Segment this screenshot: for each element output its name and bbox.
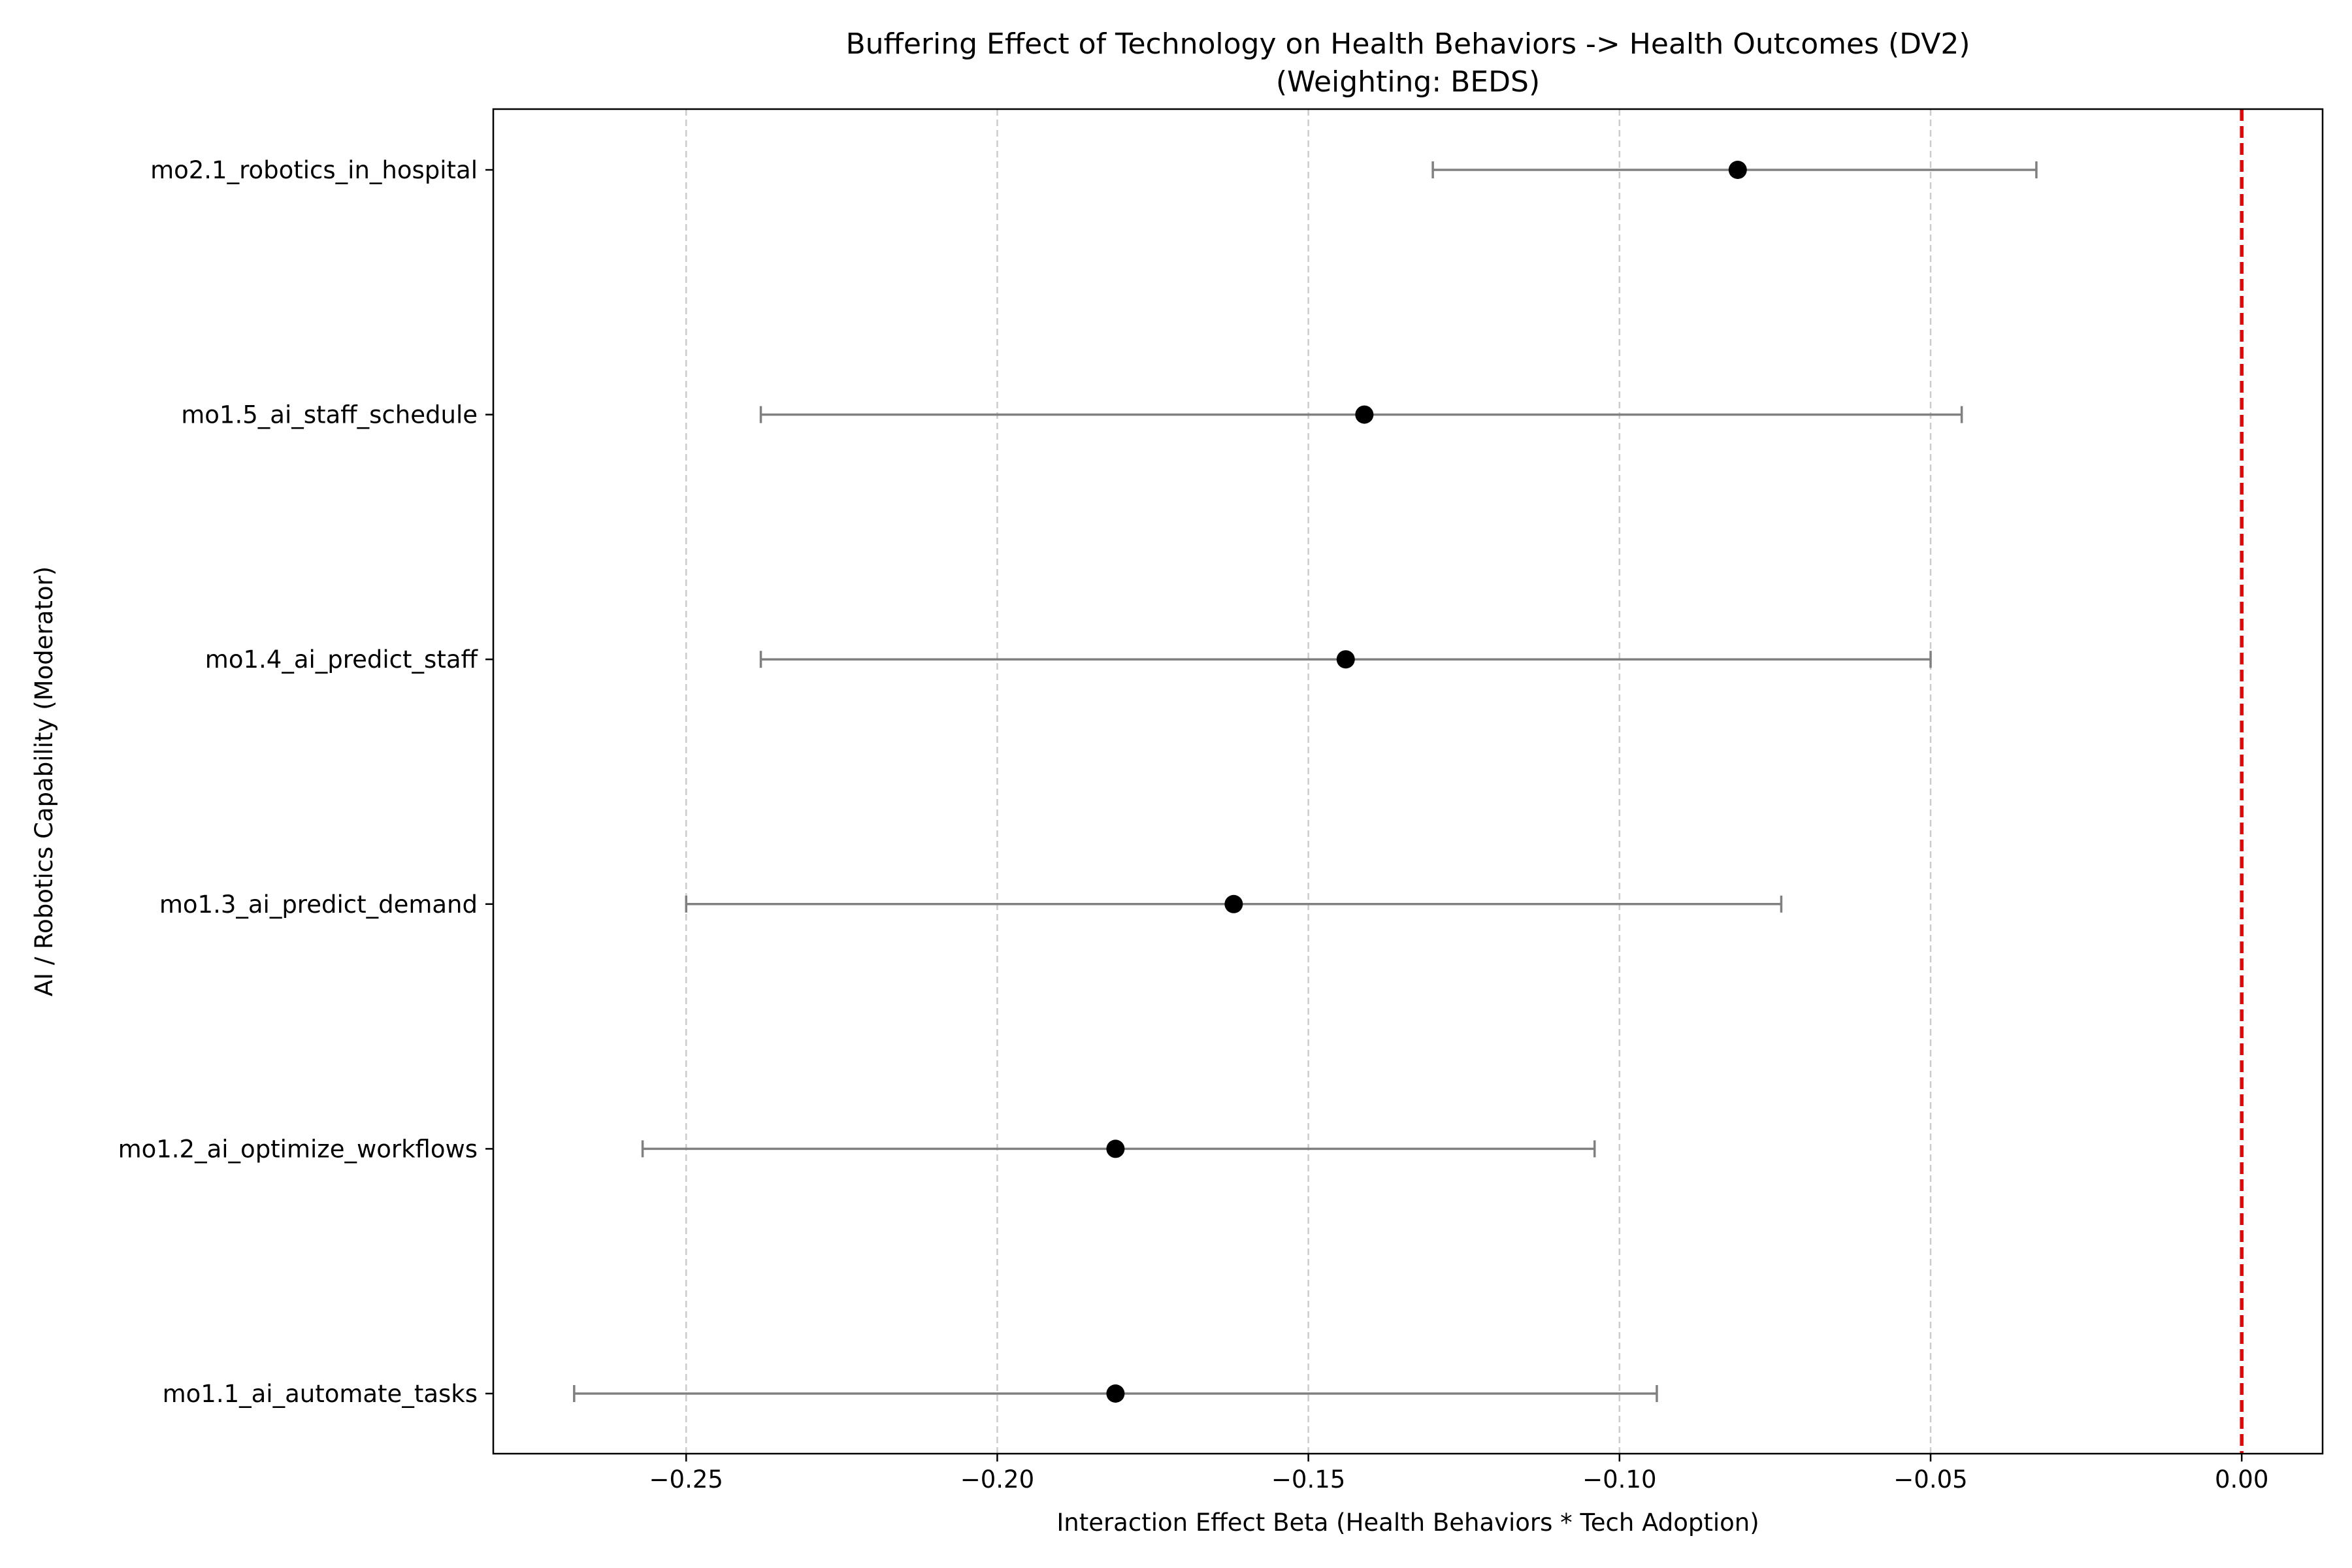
x-tick-label: −0.05 (1893, 1465, 1967, 1494)
y-tick-label: mo1.4_ai_predict_staff (205, 645, 479, 674)
x-tick-label: −0.20 (960, 1465, 1034, 1494)
x-axis-ticks: −0.25 −0.20 −0.15 −0.10 −0.05 0.00 (649, 1454, 2268, 1494)
chart-subtitle: (Weighting: BEDS) (1276, 65, 1540, 99)
grid-lines (685, 109, 1932, 1454)
x-tick-label: −0.10 (1582, 1465, 1656, 1494)
y-tick-label: mo1.1_ai_automate_tasks (163, 1380, 478, 1408)
data-point (1106, 1139, 1125, 1158)
y-tick-label: mo1.5_ai_staff_schedule (181, 401, 478, 429)
x-tick-label: −0.15 (1271, 1465, 1345, 1494)
y-tick-label: mo1.3_ai_predict_demand (159, 890, 478, 919)
x-tick-label: 0.00 (2215, 1465, 2268, 1494)
y-axis-label: AI / Robotics Capability (Moderator) (30, 566, 58, 996)
plot-area-frame (492, 108, 2324, 1455)
data-point (1106, 1384, 1125, 1403)
data-point (1728, 161, 1747, 179)
data-point (1224, 894, 1243, 913)
y-tick-label: mo1.2_ai_optimize_workflows (118, 1135, 478, 1163)
y-axis-ticks: mo2.1_robotics_in_hospital mo1.5_ai_staff… (118, 156, 493, 1408)
data-point (1336, 650, 1355, 669)
y-tick-label: mo2.1_robotics_in_hospital (150, 156, 478, 184)
x-axis-label: Interaction Effect Beta (Health Behavior… (1056, 1509, 1759, 1537)
chart-title: Buffering Effect of Technology on Health… (845, 27, 1970, 61)
x-tick-label: −0.25 (649, 1465, 723, 1494)
data-point (1355, 405, 1374, 424)
data-points (1106, 161, 1747, 1403)
